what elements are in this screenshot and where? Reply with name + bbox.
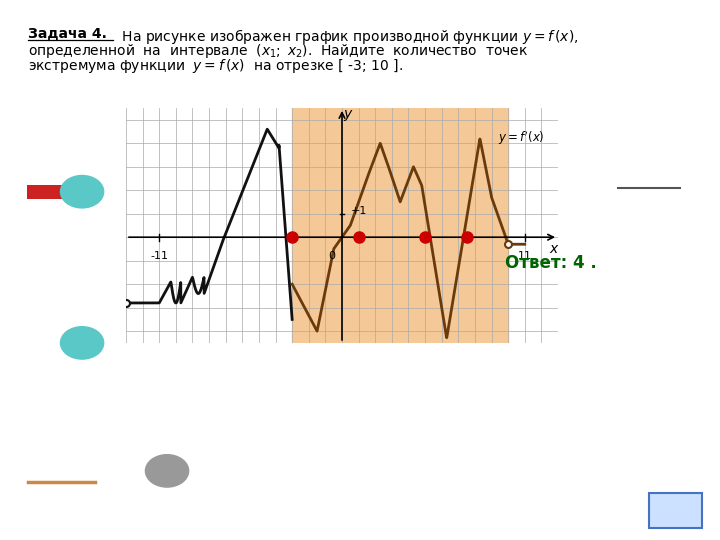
Text: определенной  на  интервале  $(x_1;\; x_2)$.  Найдите  количество  точек: определенной на интервале $(x_1;\; x_2)$… — [28, 42, 528, 60]
Text: x: x — [549, 242, 557, 256]
Text: -11: -11 — [150, 251, 168, 261]
Text: На рисунке изображен график производной функции $y = f\,(x)$,: На рисунке изображен график производной … — [113, 27, 579, 46]
Text: 1: 1 — [77, 178, 87, 192]
Bar — [292, 108, 508, 343]
Text: y: y — [343, 107, 352, 121]
Text: 11: 11 — [518, 251, 532, 261]
Text: 2: 2 — [76, 333, 87, 348]
Text: 🏠: 🏠 — [679, 493, 689, 511]
Text: Задача 4.: Задача 4. — [28, 27, 107, 41]
Text: 0: 0 — [328, 251, 336, 261]
Text: Ответ: 4 .: Ответ: 4 . — [505, 254, 597, 272]
Text: экстремума функции  $y = f\,(x)$  на отрезке [ -3; 10 ].: экстремума функции $y = f\,(x)$ на отрез… — [28, 57, 403, 75]
Text: +1: +1 — [351, 206, 366, 217]
Text: $y = f'(x)$: $y = f'(x)$ — [498, 130, 545, 147]
